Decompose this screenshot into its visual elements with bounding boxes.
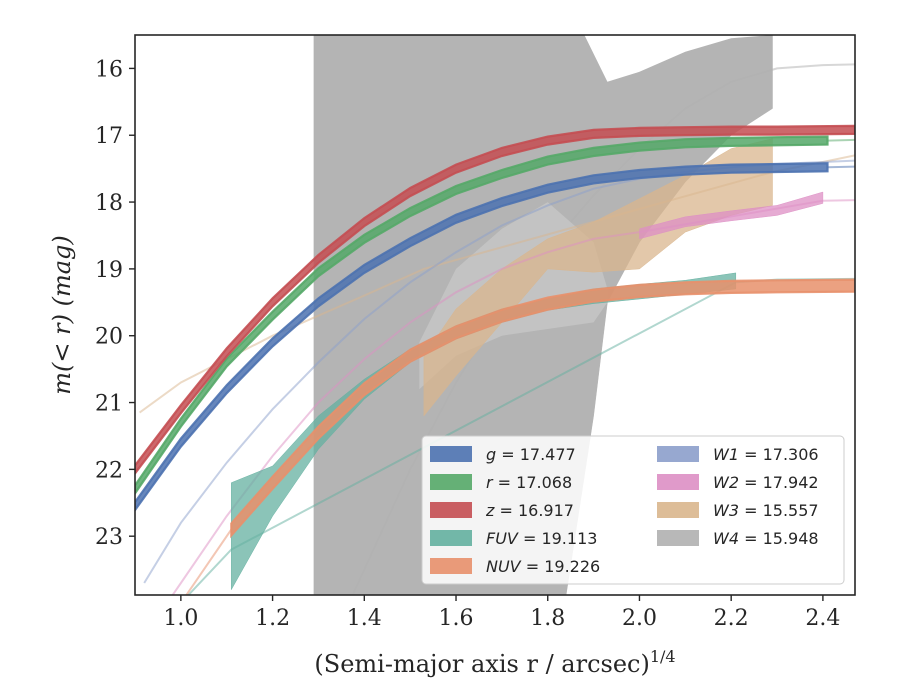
legend-swatch (430, 558, 472, 574)
legend-band-value: = 17.068 (493, 473, 573, 492)
legend-item-g: g = 17.477 (430, 445, 576, 464)
series-w2-band (639, 191, 824, 240)
legend-item-fuv: FUV = 19.113 (430, 529, 597, 548)
legend-band-value: = 17.942 (739, 473, 819, 492)
legend-item-w4: W4 = 15.948 (657, 529, 819, 548)
legend-band-name: W4 (713, 529, 739, 548)
x-tick-label: 2.0 (622, 606, 657, 631)
series-w4-top-edge (313, 35, 773, 82)
y-axis-label: m(< r) (mag) (48, 235, 76, 394)
legend-band-name: NUV (486, 557, 522, 576)
legend-band-value: = 17.306 (739, 445, 819, 464)
series-r-model-curve (827, 138, 855, 142)
legend-label: NUV = 19.226 (486, 557, 600, 576)
legend-item-r: r = 17.068 (430, 473, 572, 492)
series-g (135, 162, 855, 512)
legend-band-value: = 17.477 (496, 445, 576, 464)
legend-label: z = 16.917 (485, 501, 574, 520)
x-tick-label: 1.2 (255, 606, 290, 631)
legend-band-value: = 19.113 (518, 529, 598, 548)
legend-band-name: z (485, 501, 495, 520)
x-tick-label: 2.2 (714, 606, 749, 631)
legend-band-value: = 19.226 (521, 557, 601, 576)
y-tick-label: 16 (95, 57, 123, 82)
series-r-band (135, 135, 829, 496)
y-tick-label: 22 (95, 458, 123, 483)
legend-band-name: FUV (486, 529, 519, 548)
legend-item-nuv: NUV = 19.226 (430, 557, 600, 576)
x-axis-label-exponent: 1/4 (650, 647, 676, 666)
legend-swatch (430, 446, 472, 462)
legend-band-name: W2 (713, 473, 739, 492)
legend-label: W1 = 17.306 (713, 445, 819, 464)
legend-band-value: = 15.557 (739, 501, 819, 520)
plot-frame (134, 34, 856, 596)
x-tick-label: 1.0 (163, 606, 198, 631)
x-tick-label: 1.8 (530, 606, 565, 631)
legend-item-w2: W2 = 17.942 (657, 473, 819, 492)
legend-band-name: g (486, 445, 496, 464)
legend-band-name: W1 (713, 445, 739, 464)
legend-swatch (657, 446, 699, 462)
legend-band-value: = 15.948 (739, 529, 819, 548)
legend-label: FUV = 19.113 (486, 529, 597, 548)
y-tick-label: 21 (95, 392, 123, 417)
legend-swatch (430, 530, 472, 546)
legend-band-value: = 16.917 (494, 501, 574, 520)
series-z-band (135, 124, 855, 476)
legend-label: r = 17.068 (486, 473, 572, 492)
x-tick-label: 1.6 (439, 606, 474, 631)
legend-swatch (430, 474, 472, 490)
series-g-band (135, 162, 829, 512)
x-tick-label: 1.4 (347, 606, 382, 631)
legend-swatch (657, 474, 699, 490)
x-axis-ticks: 1.0 1.2 1.4 1.6 1.8 2.0 2.2 2.4 (163, 595, 840, 631)
y-tick-label: 18 (95, 191, 123, 216)
legend-swatch (657, 530, 699, 546)
legend-band-name: r (486, 473, 494, 492)
series-r (135, 135, 855, 496)
series-nuv-band (230, 278, 855, 539)
legend-label: W4 = 15.948 (713, 529, 819, 548)
legend-item-z: z = 16.917 (430, 501, 574, 520)
legend-label: W3 = 15.557 (713, 501, 819, 520)
legend-frame (421, 435, 845, 585)
legend-item-w1: W1 = 17.306 (657, 445, 819, 464)
x-tick-label: 2.4 (805, 606, 840, 631)
series-z (135, 124, 855, 476)
legend-band-name: W3 (713, 501, 739, 520)
legend-label: g = 17.477 (486, 445, 576, 464)
series-g-model-curve (827, 165, 855, 169)
y-axis-ticks: 16 17 18 19 20 21 22 23 (95, 57, 135, 550)
legend-swatch (657, 502, 699, 518)
y-tick-label: 19 (95, 258, 123, 283)
series-nuv (185, 278, 855, 595)
x-axis-label: (Semi-major axis r / arcsec)1/4 (314, 647, 675, 678)
legend-swatch (430, 502, 472, 518)
legend-item-w3: W3 = 15.557 (657, 501, 819, 520)
series-nuv-model-curve (185, 528, 233, 595)
legend-label: W2 = 17.942 (713, 473, 819, 492)
y-tick-label: 20 (95, 325, 123, 350)
x-axis-label-main: (Semi-major axis r / arcsec) (314, 650, 649, 678)
y-tick-label: 23 (95, 525, 123, 550)
y-tick-label: 17 (95, 124, 123, 149)
